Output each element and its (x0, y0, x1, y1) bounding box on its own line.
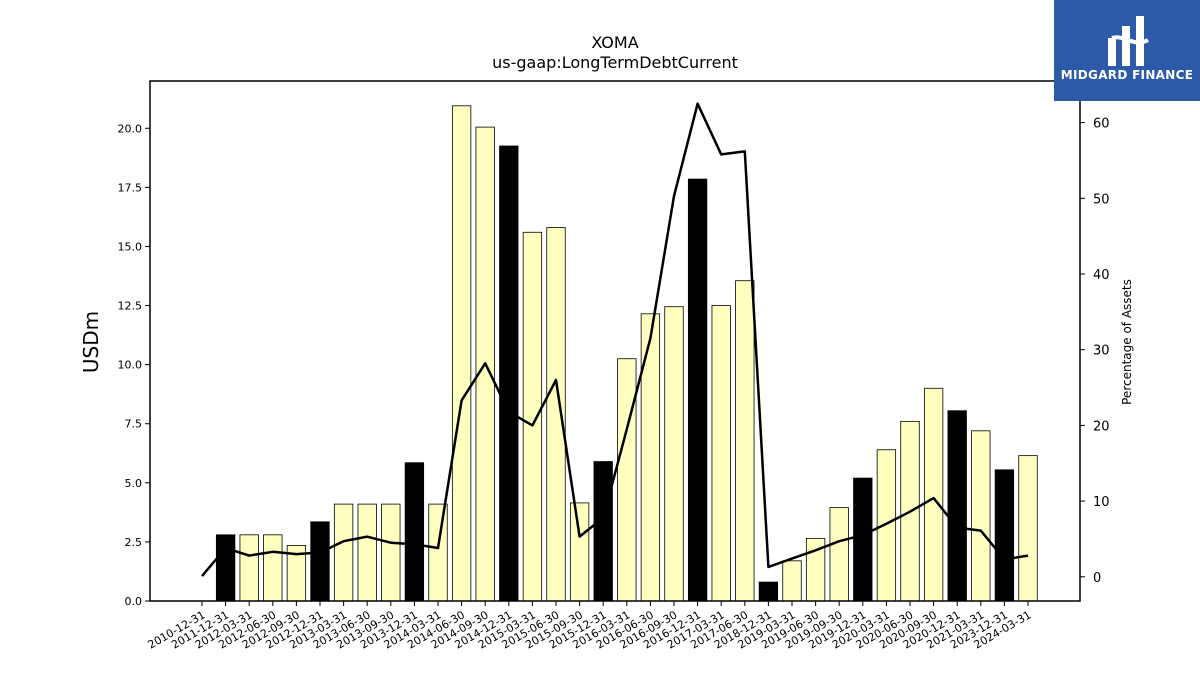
bar-2015-09-30 (569, 502, 590, 602)
bar-2017-06-30 (735, 280, 755, 602)
bar-2016-12-31 (687, 178, 708, 602)
y2-tick-label: 20 (1093, 419, 1110, 434)
bar-2015-12-31 (593, 461, 613, 602)
y-tick-label: 17.5 (118, 181, 143, 194)
bar-2015-03-31 (522, 231, 543, 602)
y-axis-label: USDm (79, 311, 103, 373)
bar-2019-03-31 (782, 560, 802, 602)
bar-2015-06-30 (546, 227, 566, 602)
bar-2024-03-31 (1018, 455, 1038, 602)
midgard-finance-logo: MIDGARD FINANCE (1054, 0, 1200, 101)
bar-2016-06-30 (640, 313, 661, 602)
bar-2014-06-30 (451, 105, 472, 602)
bar-2012-06-30 (263, 534, 283, 602)
y-tick-label: 10.0 (118, 359, 143, 372)
percentage-of-assets-line (201, 102, 1029, 577)
bar-2019-12-31 (853, 477, 873, 602)
bar-2012-03-31 (239, 534, 259, 602)
bar-2020-03-31 (876, 449, 897, 602)
bar-2016-03-31 (617, 358, 637, 602)
bar-2023-12-31 (994, 469, 1015, 602)
y2-tick-label: 30 (1093, 344, 1110, 359)
y-tick-label: 15.0 (118, 240, 143, 253)
y2-axis-label: Percentage of Assets (1120, 279, 1134, 405)
y-tick-label: 7.5 (125, 418, 143, 431)
bar-2020-09-30 (923, 387, 944, 602)
y-tick-label: 0.0 (125, 595, 143, 608)
bar-2020-12-31 (947, 410, 967, 602)
y-tick-label: 5.0 (125, 477, 143, 490)
bar-2014-03-31 (428, 503, 448, 602)
bar-2013-06-30 (357, 503, 377, 602)
plot-area: 0.0 2.5 5.0 7.5 10.0 12.5 15.0 17.5 20.0 0 10 20 30 4… (118, 80, 1110, 652)
y2-tick-label: 50 (1093, 192, 1110, 207)
y-tick-label: 12.5 (118, 300, 143, 313)
y-tick-label: 2.5 (125, 536, 143, 549)
chart-subtitle: us-gaap:LongTermDebtCurrent (492, 53, 738, 72)
bar-2013-12-31 (404, 462, 425, 602)
bar-2019-09-30 (829, 507, 849, 602)
bar-2017-03-31 (711, 305, 731, 602)
bar-2014-12-31 (499, 145, 519, 602)
y2-tick-label: 0 (1093, 571, 1101, 586)
bar-2012-12-31 (310, 521, 330, 602)
bar-2013-03-31 (333, 503, 354, 602)
y2-tick-label: 40 (1093, 268, 1110, 283)
bar-2018-12-31 (758, 581, 779, 602)
bar-2011-12-31 (215, 534, 236, 602)
bar-2013-09-30 (381, 503, 401, 602)
logo-mark-icon (1108, 16, 1149, 66)
bar-2021-03-31 (971, 430, 991, 602)
logo-text: MIDGARD FINANCE (1060, 68, 1194, 82)
y2-tick-label: 10 (1093, 495, 1110, 510)
plot-frame (149, 80, 1081, 602)
y2-tick-label: 60 (1093, 117, 1110, 132)
bar-2016-09-30 (664, 306, 684, 602)
chart-title: XOMA (591, 33, 638, 52)
y-tick-label: 20.0 (118, 122, 143, 135)
